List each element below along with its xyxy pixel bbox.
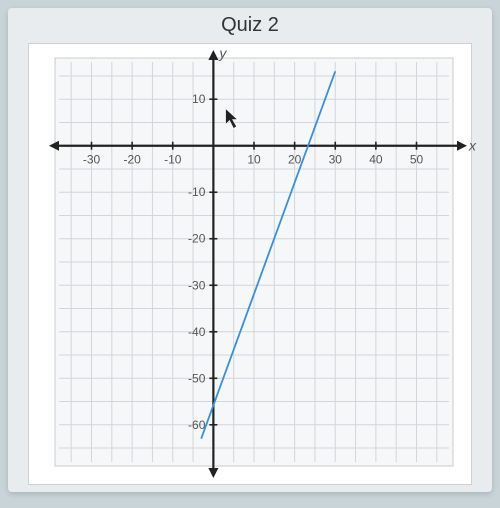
- page-card: Quiz 2 -30 -20 -10 10 20 30 40 50 -60 -50 -40 -30 -2…: [8, 8, 492, 492]
- svg-text:30: 30: [329, 153, 343, 167]
- svg-text:50: 50: [410, 153, 424, 167]
- svg-text:10: 10: [247, 153, 261, 167]
- svg-text:20: 20: [288, 153, 302, 167]
- svg-text:-10: -10: [188, 185, 206, 199]
- svg-text:-20: -20: [123, 153, 141, 167]
- coordinate-graph: -30 -20 -10 10 20 30 40 50 -60 -50 -40 -30 -20 -10 10 y…: [29, 44, 479, 482]
- svg-text:-20: -20: [188, 232, 206, 246]
- chart-container: -30 -20 -10 10 20 30 40 50 -60 -50 -40 -30 -20 -10 10 y…: [28, 43, 472, 485]
- svg-text:-10: -10: [164, 153, 182, 167]
- svg-text:-30: -30: [83, 153, 101, 167]
- svg-text:-60: -60: [188, 418, 206, 432]
- svg-text:10: 10: [192, 92, 206, 106]
- svg-text:y: y: [218, 45, 227, 61]
- svg-text:-50: -50: [188, 371, 206, 385]
- svg-text:-30: -30: [188, 278, 206, 292]
- svg-text:40: 40: [369, 153, 383, 167]
- quiz-title: Quiz 2: [8, 8, 492, 39]
- svg-text:-40: -40: [188, 325, 206, 339]
- svg-text:x: x: [468, 138, 477, 154]
